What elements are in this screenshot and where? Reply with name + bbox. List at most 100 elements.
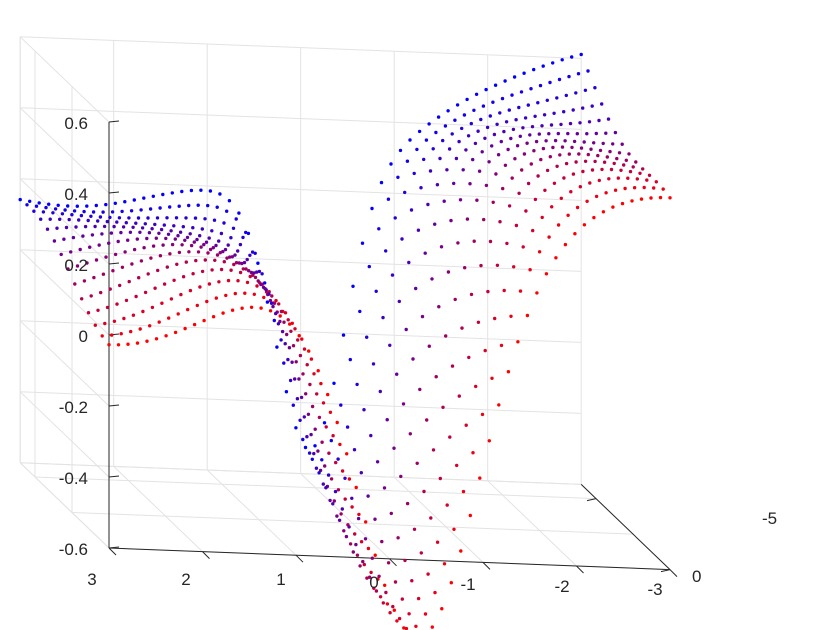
data-point [55, 226, 59, 230]
x-axis-ticks: 3 2 1 0 -1 -2 -3 [87, 570, 662, 599]
data-point [142, 196, 146, 200]
data-point [218, 192, 222, 196]
x-tick-label: -3 [647, 580, 662, 599]
data-point [498, 220, 502, 224]
data-point [360, 241, 365, 245]
data-point [189, 188, 194, 193]
data-point [399, 474, 403, 479]
data-point [101, 210, 105, 214]
data-point [596, 153, 600, 158]
data-point [316, 449, 320, 453]
data-point [507, 108, 511, 112]
data-point [140, 226, 145, 230]
data-point [575, 132, 579, 136]
data-point [177, 250, 182, 255]
data-point [560, 58, 564, 62]
data-point [604, 191, 608, 195]
data-point [268, 309, 273, 313]
data-point [224, 293, 228, 298]
data-point [608, 149, 612, 154]
data-point [72, 209, 77, 213]
x-tick-label: 2 [181, 570, 190, 589]
data-point [150, 305, 155, 310]
data-point [457, 394, 461, 398]
data-point [503, 79, 507, 83]
data-point [366, 546, 371, 551]
data-point [158, 254, 163, 258]
data-point [494, 172, 498, 176]
data-point [155, 216, 160, 220]
data-point [348, 542, 353, 546]
data-point [230, 255, 234, 259]
data-point [512, 75, 517, 79]
data-point [386, 561, 391, 565]
z-tick-mark [108, 404, 120, 407]
data-point [45, 227, 50, 231]
data-point [551, 145, 555, 150]
data-point [94, 258, 99, 262]
data-point [221, 311, 225, 315]
data-point [487, 160, 491, 164]
data-point [129, 209, 134, 213]
data-point [509, 136, 513, 141]
data-point [404, 626, 409, 630]
data-point [384, 590, 388, 595]
data-point [110, 333, 114, 337]
data-point [195, 303, 199, 308]
back-wall-grid-line [20, 178, 582, 201]
data-point [568, 121, 573, 126]
data-point [196, 250, 201, 254]
floor-grid-line [113, 466, 203, 552]
data-point [557, 77, 562, 82]
data-point [214, 243, 218, 248]
data-point [255, 284, 259, 288]
data-point [593, 86, 597, 90]
data-point [312, 451, 316, 456]
data-point [274, 311, 278, 316]
data-point [276, 322, 281, 326]
data-point [449, 581, 453, 585]
data-point [342, 529, 346, 533]
data-point [510, 93, 514, 97]
data-point [438, 476, 442, 481]
data-point [293, 377, 297, 381]
data-point [483, 348, 487, 353]
floor-grid-line [34, 476, 597, 500]
data-point [146, 216, 150, 220]
data-point [229, 236, 233, 240]
data-point [337, 518, 342, 522]
data-point [493, 316, 497, 321]
data-point [113, 201, 118, 205]
data-point [183, 326, 187, 331]
data-point [416, 228, 421, 232]
data-point [569, 190, 573, 194]
data-point [162, 223, 166, 227]
data-point [444, 334, 448, 338]
data-point [255, 270, 259, 274]
data-point [537, 132, 541, 136]
data-point [127, 279, 131, 284]
data-point [118, 283, 122, 288]
data-point [194, 258, 198, 263]
data-point [181, 225, 185, 229]
data-point [128, 230, 133, 234]
data-point [195, 237, 199, 242]
data-point [446, 270, 451, 274]
data-point [367, 264, 371, 269]
data-point [632, 186, 637, 190]
data-point [210, 268, 214, 272]
data-point [530, 125, 535, 129]
data-point [512, 265, 516, 269]
data-point [600, 167, 604, 172]
data-point [234, 217, 238, 221]
data-point [475, 198, 479, 202]
data-point [222, 221, 226, 225]
data-point [123, 200, 127, 204]
data-point [347, 525, 351, 529]
data-point [506, 147, 510, 152]
data-point [397, 299, 401, 304]
data-point [293, 327, 297, 331]
data-point [350, 496, 354, 500]
data-point [105, 219, 110, 224]
data-point [355, 553, 360, 557]
